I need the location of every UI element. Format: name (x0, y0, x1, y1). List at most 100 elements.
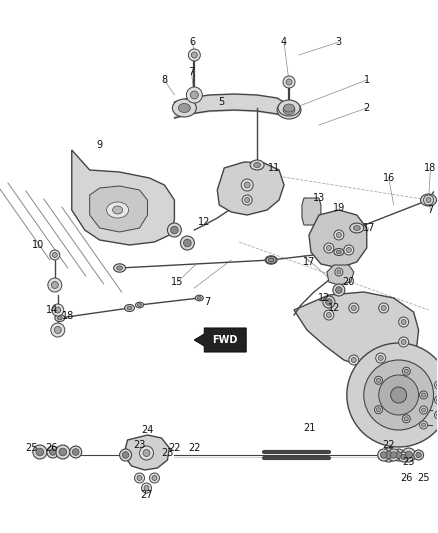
Circle shape (403, 367, 410, 375)
Circle shape (416, 452, 421, 458)
Ellipse shape (422, 195, 435, 205)
Circle shape (434, 411, 438, 419)
Circle shape (404, 417, 408, 421)
Circle shape (188, 49, 200, 61)
Ellipse shape (425, 198, 432, 203)
Circle shape (244, 182, 250, 188)
Circle shape (52, 304, 64, 316)
Ellipse shape (127, 306, 132, 310)
Text: 7: 7 (204, 297, 210, 307)
Circle shape (424, 195, 434, 205)
Ellipse shape (424, 197, 433, 203)
Ellipse shape (350, 223, 364, 233)
Ellipse shape (283, 106, 295, 115)
Circle shape (326, 312, 332, 318)
Ellipse shape (138, 304, 141, 306)
Ellipse shape (277, 101, 301, 119)
Ellipse shape (266, 256, 276, 263)
Ellipse shape (254, 163, 261, 167)
Circle shape (333, 284, 345, 296)
Circle shape (434, 396, 438, 404)
Circle shape (245, 198, 250, 203)
Circle shape (349, 355, 359, 365)
Circle shape (422, 423, 426, 427)
Circle shape (56, 445, 70, 459)
Text: 26: 26 (46, 443, 58, 453)
Ellipse shape (124, 304, 134, 311)
Circle shape (336, 287, 342, 293)
Text: 20: 20 (343, 277, 355, 287)
Circle shape (388, 449, 399, 461)
Text: 1: 1 (364, 75, 370, 85)
Circle shape (47, 446, 59, 458)
Text: 11: 11 (268, 163, 280, 173)
Text: 22: 22 (382, 440, 395, 450)
Ellipse shape (113, 206, 123, 214)
Circle shape (401, 319, 406, 325)
Ellipse shape (198, 296, 201, 300)
Polygon shape (90, 186, 148, 232)
Text: 3: 3 (336, 37, 342, 47)
Circle shape (48, 278, 62, 292)
Circle shape (377, 408, 381, 411)
Circle shape (364, 360, 434, 430)
Circle shape (404, 369, 408, 373)
Text: 26: 26 (400, 473, 413, 483)
Polygon shape (302, 198, 321, 225)
Text: 25: 25 (26, 443, 38, 453)
Circle shape (187, 87, 202, 103)
Circle shape (381, 448, 396, 462)
Circle shape (437, 398, 438, 402)
Circle shape (399, 337, 409, 347)
Text: 2: 2 (364, 103, 370, 113)
Circle shape (242, 195, 252, 205)
Circle shape (374, 406, 382, 414)
Text: 13: 13 (313, 193, 325, 203)
Circle shape (399, 317, 409, 327)
Ellipse shape (106, 202, 129, 218)
Circle shape (54, 327, 61, 334)
Ellipse shape (336, 251, 341, 254)
Circle shape (401, 340, 406, 344)
Text: 25: 25 (417, 473, 430, 483)
Text: FWD: FWD (212, 335, 238, 345)
Polygon shape (194, 328, 246, 352)
Ellipse shape (55, 314, 65, 321)
Circle shape (141, 483, 152, 493)
Circle shape (55, 307, 61, 313)
Ellipse shape (334, 248, 344, 255)
Text: 21: 21 (303, 423, 315, 433)
Circle shape (385, 451, 392, 459)
Circle shape (351, 358, 356, 362)
Text: 7: 7 (188, 67, 194, 77)
Text: 23: 23 (161, 448, 173, 458)
Polygon shape (217, 162, 284, 215)
Circle shape (437, 413, 438, 417)
Circle shape (422, 393, 426, 397)
Circle shape (180, 236, 194, 250)
Circle shape (325, 298, 332, 305)
Text: 16: 16 (382, 173, 395, 183)
Circle shape (33, 445, 47, 459)
Circle shape (334, 230, 344, 240)
Circle shape (337, 270, 341, 274)
Text: 17: 17 (363, 223, 375, 233)
Circle shape (420, 391, 427, 399)
Circle shape (143, 449, 150, 456)
Circle shape (399, 452, 409, 462)
Ellipse shape (178, 103, 191, 112)
Circle shape (72, 449, 79, 455)
Circle shape (376, 353, 386, 363)
Circle shape (378, 356, 383, 360)
Circle shape (378, 449, 390, 461)
Ellipse shape (283, 104, 294, 112)
Text: 10: 10 (32, 240, 44, 250)
Text: 5: 5 (218, 97, 224, 107)
Circle shape (152, 475, 157, 481)
Circle shape (403, 415, 410, 423)
Text: 22: 22 (168, 443, 180, 453)
Circle shape (422, 408, 426, 412)
Polygon shape (72, 150, 174, 245)
Ellipse shape (353, 225, 360, 230)
Text: 18: 18 (424, 163, 437, 173)
